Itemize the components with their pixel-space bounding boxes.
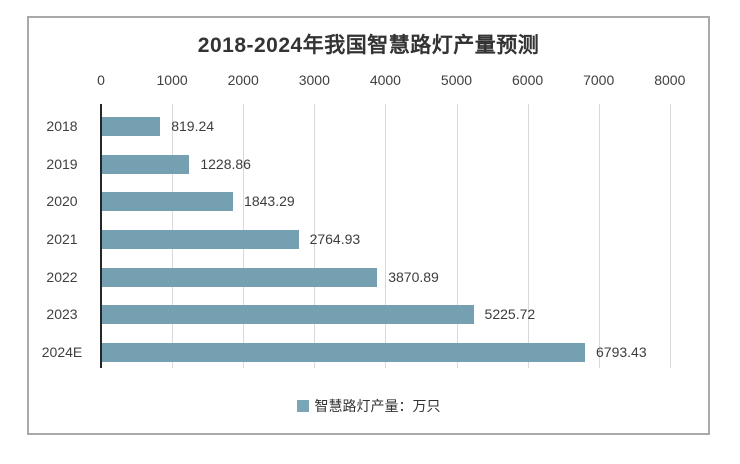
value-label: 1843.29 — [244, 193, 295, 210]
bar-2018 — [102, 117, 161, 136]
chart-title: 2018-2024年我国智慧路灯产量预测 — [197, 34, 540, 57]
category-label: 2023 — [46, 306, 78, 323]
gridline — [527, 104, 529, 368]
x-axis-tick-label: 0 — [97, 72, 105, 88]
gridline — [385, 104, 387, 368]
legend-label: 智慧路灯产量：万只 — [314, 398, 441, 414]
chart-frame: 2018-2024年我国智慧路灯产量预测 0 1000 2000 3000 4000 50… — [27, 16, 710, 435]
y-axis-line — [100, 104, 102, 368]
category-label: 2020 — [46, 193, 78, 210]
category-label: 2022 — [46, 268, 78, 285]
x-axis-tick-label: 7000 — [583, 72, 615, 88]
legend-square-icon — [296, 400, 309, 412]
bar-2021 — [102, 229, 299, 249]
x-axis-tick-label: 5000 — [440, 72, 473, 88]
category-label: 2018 — [46, 118, 78, 134]
x-axis-tick-label: 4000 — [369, 72, 401, 88]
x-axis-tick-label: 2000 — [227, 72, 259, 88]
bar-2023 — [102, 305, 474, 325]
bar-2020 — [102, 192, 234, 212]
value-label: 3870.89 — [388, 268, 439, 285]
category-label: 2021 — [46, 230, 78, 247]
gridline — [456, 104, 458, 368]
value-label: 6793.43 — [596, 343, 647, 360]
gridline — [669, 104, 671, 368]
category-label: 2019 — [46, 155, 78, 172]
value-label: 5225.72 — [484, 306, 536, 323]
legend: 智慧路灯产量：万只 — [29, 396, 708, 416]
value-label: 819.24 — [171, 118, 215, 134]
gridline — [314, 104, 316, 368]
bar-2019 — [102, 154, 190, 174]
x-axis-tick-label: 3000 — [298, 72, 330, 88]
x-axis-tick-label: 8000 — [654, 72, 686, 88]
x-axis-tick-label: 1000 — [156, 72, 188, 88]
x-axis-tick-label: 6000 — [512, 72, 544, 88]
category-label: 2024E — [41, 343, 83, 360]
bar-2022 — [102, 267, 378, 287]
bar-2024E — [102, 342, 585, 362]
plot-area: 0 1000 2000 3000 4000 5000 6000 7000 8000 2018 81… — [29, 18, 708, 433]
value-label: 1228.86 — [200, 155, 251, 172]
value-label: 2764.93 — [309, 230, 361, 247]
gridline — [598, 104, 600, 368]
